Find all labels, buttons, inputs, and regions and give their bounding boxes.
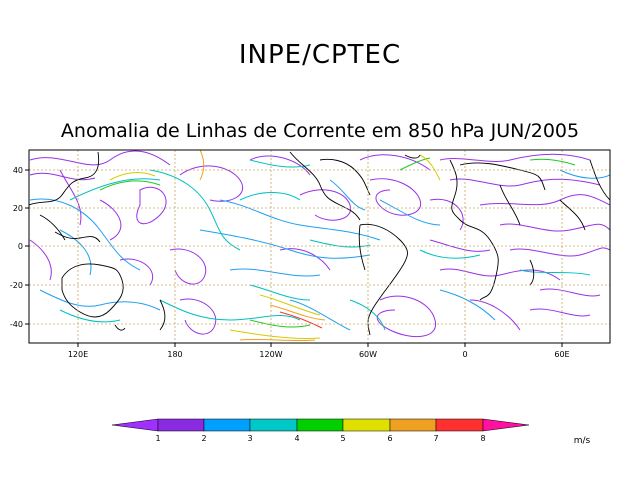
coastlines bbox=[29, 151, 610, 336]
colorbar-tick-6: 6 bbox=[387, 434, 392, 443]
colorbar-segment-5-6 bbox=[342, 418, 391, 432]
lat-label-minus20: -20 bbox=[10, 281, 23, 290]
lon-label-0: 0 bbox=[462, 350, 467, 359]
org-title: INPE/CPTEC bbox=[238, 40, 402, 70]
streamlines-moderate bbox=[29, 169, 610, 331]
lon-label-60w: 60W bbox=[359, 350, 377, 359]
colorbar-segment-2-3 bbox=[203, 418, 251, 432]
colorbar-high-arrow bbox=[482, 418, 530, 432]
lon-label-180: 180 bbox=[167, 350, 182, 359]
colorbar-tick-7: 7 bbox=[433, 434, 438, 443]
lon-label-120e: 120E bbox=[68, 350, 88, 359]
ticks bbox=[25, 169, 563, 347]
lat-label-40: 40 bbox=[13, 166, 23, 175]
grid bbox=[29, 150, 610, 343]
colorbar-segment-1-2 bbox=[157, 418, 205, 432]
streamlines bbox=[29, 150, 610, 342]
colorbar-tick-8: 8 bbox=[480, 434, 485, 443]
map-title: Anomalia de Linhas de Corrente em 850 hP… bbox=[60, 120, 580, 142]
colorbar-low-arrow bbox=[111, 418, 159, 432]
colorbar-tick-4: 4 bbox=[294, 434, 299, 443]
colorbar-tick-3: 3 bbox=[247, 434, 252, 443]
lon-label-60e: 60E bbox=[554, 350, 569, 359]
streamlines-yellow bbox=[109, 154, 441, 339]
colorbar-tick-2: 2 bbox=[201, 434, 206, 443]
streamlines-strong bbox=[99, 157, 576, 328]
lat-label-minus40: -40 bbox=[10, 320, 23, 329]
lat-label-0: 0 bbox=[18, 242, 23, 251]
streamlines-orange bbox=[199, 150, 326, 342]
streamlines-red bbox=[279, 311, 323, 329]
colorbar-tick-1: 1 bbox=[155, 434, 160, 443]
colorbar-segment-6-7 bbox=[389, 418, 437, 432]
streamlines-weak bbox=[29, 150, 610, 338]
streamlines-mid bbox=[59, 159, 591, 331]
colorbar-unit: m/s bbox=[574, 436, 591, 446]
colorbar-segment-3-4 bbox=[249, 418, 298, 432]
colorbar-tick-5: 5 bbox=[340, 434, 345, 443]
colorbar bbox=[111, 418, 530, 432]
colorbar-segment-7-8 bbox=[435, 418, 484, 432]
map-background bbox=[29, 150, 610, 343]
lat-label-20: 20 bbox=[13, 204, 23, 213]
colorbar-segment-4-5 bbox=[296, 418, 344, 432]
lon-label-120w: 120W bbox=[259, 350, 282, 359]
